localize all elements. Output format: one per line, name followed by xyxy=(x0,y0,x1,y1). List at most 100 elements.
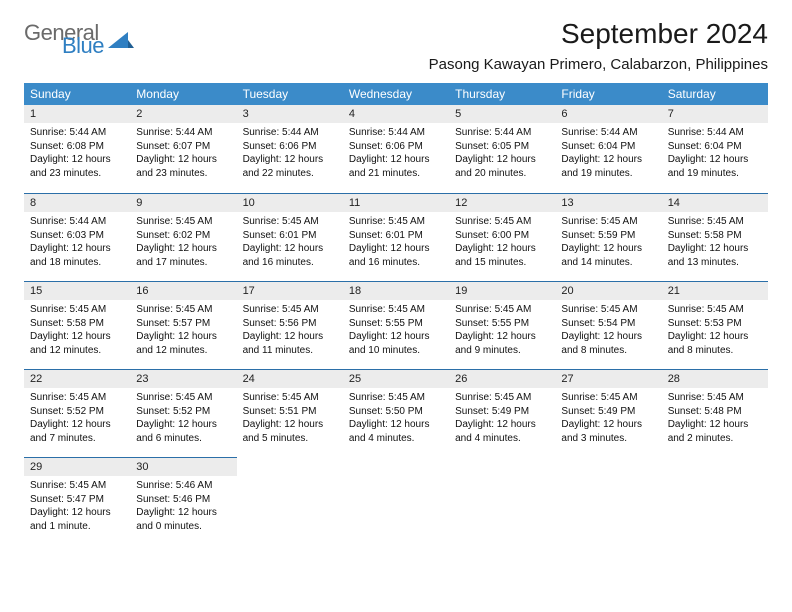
calendar-day-cell: 12Sunrise: 5:45 AMSunset: 6:00 PMDayligh… xyxy=(449,193,555,281)
calendar-day-cell: 4Sunrise: 5:44 AMSunset: 6:06 PMDaylight… xyxy=(343,105,449,193)
calendar-day-cell: 3Sunrise: 5:44 AMSunset: 6:06 PMDaylight… xyxy=(237,105,343,193)
sunset-text: Sunset: 5:52 PM xyxy=(30,405,124,419)
sunrise-text: Sunrise: 5:45 AM xyxy=(136,391,230,405)
sunset-text: Sunset: 6:05 PM xyxy=(455,140,549,154)
sunset-text: Sunset: 6:07 PM xyxy=(136,140,230,154)
calendar-day-cell: 28Sunrise: 5:45 AMSunset: 5:48 PMDayligh… xyxy=(662,369,768,457)
sunrise-text: Sunrise: 5:45 AM xyxy=(243,303,337,317)
day-number: 20 xyxy=(555,281,661,300)
day-number: 21 xyxy=(662,281,768,300)
sunrise-text: Sunrise: 5:45 AM xyxy=(455,215,549,229)
daylight-text: Daylight: 12 hours and 22 minutes. xyxy=(243,153,337,180)
calendar-day-cell xyxy=(555,457,661,545)
calendar-day-cell: 14Sunrise: 5:45 AMSunset: 5:58 PMDayligh… xyxy=(662,193,768,281)
calendar-day-cell: 8Sunrise: 5:44 AMSunset: 6:03 PMDaylight… xyxy=(24,193,130,281)
daylight-text: Daylight: 12 hours and 1 minute. xyxy=(30,506,124,533)
day-number: 17 xyxy=(237,281,343,300)
daylight-text: Daylight: 12 hours and 7 minutes. xyxy=(30,418,124,445)
sunrise-text: Sunrise: 5:45 AM xyxy=(349,391,443,405)
day-body: Sunrise: 5:45 AMSunset: 5:47 PMDaylight:… xyxy=(24,476,130,539)
calendar-day-cell: 22Sunrise: 5:45 AMSunset: 5:52 PMDayligh… xyxy=(24,369,130,457)
daylight-text: Daylight: 12 hours and 10 minutes. xyxy=(349,330,443,357)
day-body: Sunrise: 5:45 AMSunset: 5:55 PMDaylight:… xyxy=(449,300,555,363)
calendar-day-cell: 6Sunrise: 5:44 AMSunset: 6:04 PMDaylight… xyxy=(555,105,661,193)
sunrise-text: Sunrise: 5:44 AM xyxy=(30,215,124,229)
sunset-text: Sunset: 5:57 PM xyxy=(136,317,230,331)
daylight-text: Daylight: 12 hours and 13 minutes. xyxy=(668,242,762,269)
calendar-day-cell: 24Sunrise: 5:45 AMSunset: 5:51 PMDayligh… xyxy=(237,369,343,457)
sunset-text: Sunset: 5:50 PM xyxy=(349,405,443,419)
sunrise-text: Sunrise: 5:45 AM xyxy=(30,303,124,317)
calendar-week-row: 8Sunrise: 5:44 AMSunset: 6:03 PMDaylight… xyxy=(24,193,768,281)
calendar-table: SundayMondayTuesdayWednesdayThursdayFrid… xyxy=(24,83,768,545)
daylight-text: Daylight: 12 hours and 6 minutes. xyxy=(136,418,230,445)
daylight-text: Daylight: 12 hours and 21 minutes. xyxy=(349,153,443,180)
day-body: Sunrise: 5:45 AMSunset: 5:56 PMDaylight:… xyxy=(237,300,343,363)
day-number: 15 xyxy=(24,281,130,300)
daylight-text: Daylight: 12 hours and 8 minutes. xyxy=(561,330,655,357)
sunrise-text: Sunrise: 5:45 AM xyxy=(136,215,230,229)
day-body: Sunrise: 5:45 AMSunset: 5:49 PMDaylight:… xyxy=(555,388,661,451)
day-number: 5 xyxy=(449,105,555,123)
calendar-day-cell xyxy=(449,457,555,545)
calendar-day-cell: 30Sunrise: 5:46 AMSunset: 5:46 PMDayligh… xyxy=(130,457,236,545)
sunset-text: Sunset: 6:08 PM xyxy=(30,140,124,154)
day-number: 25 xyxy=(343,369,449,388)
weekday-header: Tuesday xyxy=(237,83,343,105)
daylight-text: Daylight: 12 hours and 19 minutes. xyxy=(561,153,655,180)
brand-text: General Blue xyxy=(24,24,104,55)
day-number: 6 xyxy=(555,105,661,123)
triangle-icon xyxy=(108,30,134,52)
day-body: Sunrise: 5:44 AMSunset: 6:06 PMDaylight:… xyxy=(343,123,449,186)
sunset-text: Sunset: 5:51 PM xyxy=(243,405,337,419)
daylight-text: Daylight: 12 hours and 3 minutes. xyxy=(561,418,655,445)
weekday-header: Monday xyxy=(130,83,236,105)
daylight-text: Daylight: 12 hours and 16 minutes. xyxy=(243,242,337,269)
sunset-text: Sunset: 5:46 PM xyxy=(136,493,230,507)
day-body: Sunrise: 5:45 AMSunset: 5:53 PMDaylight:… xyxy=(662,300,768,363)
daylight-text: Daylight: 12 hours and 9 minutes. xyxy=(455,330,549,357)
calendar-day-cell: 16Sunrise: 5:45 AMSunset: 5:57 PMDayligh… xyxy=(130,281,236,369)
day-body: Sunrise: 5:44 AMSunset: 6:06 PMDaylight:… xyxy=(237,123,343,186)
day-number: 30 xyxy=(130,457,236,476)
day-number: 7 xyxy=(662,105,768,123)
sunset-text: Sunset: 5:53 PM xyxy=(668,317,762,331)
sunrise-text: Sunrise: 5:45 AM xyxy=(349,215,443,229)
calendar-day-cell: 5Sunrise: 5:44 AMSunset: 6:05 PMDaylight… xyxy=(449,105,555,193)
sunrise-text: Sunrise: 5:44 AM xyxy=(668,126,762,140)
daylight-text: Daylight: 12 hours and 20 minutes. xyxy=(455,153,549,180)
location-text: Pasong Kawayan Primero, Calabarzon, Phil… xyxy=(429,56,768,73)
daylight-text: Daylight: 12 hours and 16 minutes. xyxy=(349,242,443,269)
day-body: Sunrise: 5:45 AMSunset: 6:02 PMDaylight:… xyxy=(130,212,236,275)
day-body: Sunrise: 5:46 AMSunset: 5:46 PMDaylight:… xyxy=(130,476,236,539)
daylight-text: Daylight: 12 hours and 4 minutes. xyxy=(455,418,549,445)
daylight-text: Daylight: 12 hours and 0 minutes. xyxy=(136,506,230,533)
daylight-text: Daylight: 12 hours and 8 minutes. xyxy=(668,330,762,357)
day-body: Sunrise: 5:45 AMSunset: 6:01 PMDaylight:… xyxy=(237,212,343,275)
day-number: 24 xyxy=(237,369,343,388)
daylight-text: Daylight: 12 hours and 23 minutes. xyxy=(136,153,230,180)
calendar-week-row: 15Sunrise: 5:45 AMSunset: 5:58 PMDayligh… xyxy=(24,281,768,369)
sunset-text: Sunset: 6:03 PM xyxy=(30,229,124,243)
calendar-day-cell: 18Sunrise: 5:45 AMSunset: 5:55 PMDayligh… xyxy=(343,281,449,369)
day-number: 27 xyxy=(555,369,661,388)
calendar-day-cell: 15Sunrise: 5:45 AMSunset: 5:58 PMDayligh… xyxy=(24,281,130,369)
day-number: 14 xyxy=(662,193,768,212)
day-number: 16 xyxy=(130,281,236,300)
sunrise-text: Sunrise: 5:46 AM xyxy=(136,479,230,493)
sunset-text: Sunset: 6:01 PM xyxy=(349,229,443,243)
sunset-text: Sunset: 5:54 PM xyxy=(561,317,655,331)
weekday-header: Wednesday xyxy=(343,83,449,105)
calendar-header-row: SundayMondayTuesdayWednesdayThursdayFrid… xyxy=(24,83,768,105)
sunrise-text: Sunrise: 5:45 AM xyxy=(561,303,655,317)
sunrise-text: Sunrise: 5:44 AM xyxy=(243,126,337,140)
sunrise-text: Sunrise: 5:45 AM xyxy=(243,215,337,229)
sunrise-text: Sunrise: 5:45 AM xyxy=(349,303,443,317)
sunset-text: Sunset: 6:00 PM xyxy=(455,229,549,243)
sunrise-text: Sunrise: 5:45 AM xyxy=(30,479,124,493)
sunrise-text: Sunrise: 5:45 AM xyxy=(136,303,230,317)
daylight-text: Daylight: 12 hours and 4 minutes. xyxy=(349,418,443,445)
sunset-text: Sunset: 6:02 PM xyxy=(136,229,230,243)
day-body: Sunrise: 5:44 AMSunset: 6:03 PMDaylight:… xyxy=(24,212,130,275)
daylight-text: Daylight: 12 hours and 19 minutes. xyxy=(668,153,762,180)
